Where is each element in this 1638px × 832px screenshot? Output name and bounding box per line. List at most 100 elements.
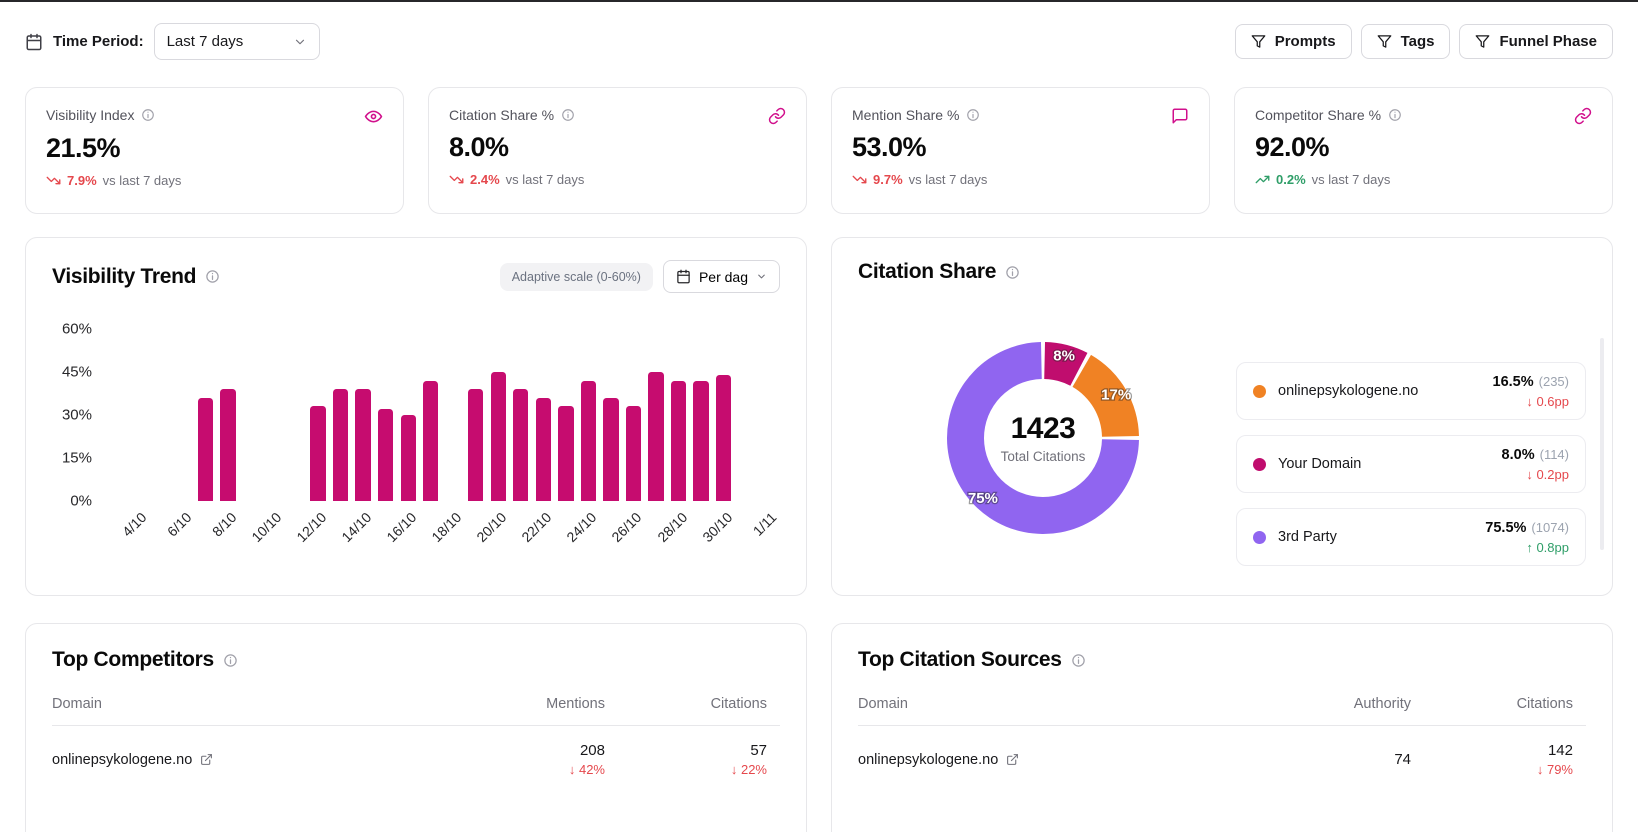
info-icon[interactable] [966,108,980,122]
bar-slot [465,329,488,501]
bar[interactable] [310,406,326,501]
kpi-card-mention-share: Mention Share % 53.0% 9.7% vs last 7 day… [831,87,1210,214]
bar-slot [690,329,713,501]
donut-slice-17%[interactable] [1072,354,1139,437]
bar[interactable] [670,380,687,501]
bar-slot [712,329,735,501]
kpi-delta-value: 2.4% [470,172,500,187]
bar-slot [284,329,307,501]
legend-count: (235) [1538,374,1569,389]
bar[interactable] [558,406,574,501]
info-icon[interactable] [1071,653,1086,668]
tags-filter-label: Tags [1400,33,1435,50]
trend-down-icon [449,172,464,187]
bar-slot [352,329,375,501]
bar[interactable] [580,380,597,501]
info-icon[interactable] [205,269,220,284]
bar[interactable] [468,389,484,501]
bar[interactable] [377,409,394,501]
x-label-slot: 26/10 [609,501,645,559]
legend-scrollbar[interactable] [1600,338,1604,550]
citation-share-legend: onlinepsykologene.no 16.5% (235) ↓ 0.6pp … [1236,362,1586,566]
x-label-slot: 24/10 [564,501,600,559]
adaptive-scale-badge: Adaptive scale (0-60%) [499,262,653,291]
info-icon[interactable] [141,108,155,122]
bar-slot [262,329,285,501]
donut-svg: 8% 17% 75% [947,342,1139,534]
kpi-compare-label: vs last 7 days [102,173,182,188]
donut-slice-75%[interactable] [947,342,1139,534]
calendar-icon [25,33,43,51]
tags-filter-button[interactable]: Tags [1360,24,1451,59]
bar[interactable] [535,397,552,501]
citations-value: 57 [750,742,767,759]
bar-slot [532,329,555,501]
column-header-mentions: Mentions [546,696,605,712]
time-period-label: Time Period: [53,33,144,50]
bar-slot [104,329,127,501]
info-icon[interactable] [223,653,238,668]
toolbar: Time Period: Last 7 days Prompts Tags [25,23,1613,60]
bar[interactable] [332,389,349,501]
info-icon[interactable] [1005,265,1020,280]
legend-name: Your Domain [1278,456,1362,472]
x-label-slot: 10/10 [248,501,284,559]
kpi-card-visibility-index: Visibility Index 21.5% 7.9% vs last 7 da… [25,87,404,214]
bar-slot [127,329,150,501]
bar[interactable] [490,372,506,501]
mentions-value: 208 [579,742,605,759]
info-icon[interactable] [1388,108,1402,122]
y-tick: 30% [61,406,92,424]
kpi-compare-label: vs last 7 days [908,172,988,187]
legend-item-3rd-party[interactable]: 3rd Party 75.5% (1074) ↑ 0.8pp [1236,508,1586,566]
bar[interactable] [423,380,439,501]
bar[interactable] [355,389,371,501]
info-icon[interactable] [561,108,575,122]
interval-select[interactable]: Per dag [662,260,780,293]
legend-change: ↓ 0.2pp [1526,467,1569,482]
donut-slice-label: 17% [1101,387,1131,404]
prompts-filter-button[interactable]: Prompts [1234,24,1352,59]
legend-item-onlinepsykologene[interactable]: onlinepsykologene.no 16.5% (235) ↓ 0.6pp [1236,362,1586,420]
bar-slot [487,329,510,501]
bar-slot [397,329,420,501]
x-label-slot: 14/10 [338,501,374,559]
bar-slot [667,329,690,501]
bar[interactable] [693,380,709,501]
bar[interactable] [197,397,214,501]
donut-slice-label: 75% [968,490,998,507]
bar[interactable] [513,389,529,501]
donut-slice-8%[interactable] [1044,342,1088,386]
bar-slot [329,329,352,501]
bar-plot [104,329,780,501]
bar[interactable] [625,406,642,501]
competitor-domain-link[interactable]: onlinepsykologene.no [52,752,430,768]
trend-down-icon [46,173,61,188]
y-axis: 60% 45% 30% 15% 0% [52,321,104,510]
chevron-down-icon [293,35,307,49]
bar[interactable] [400,415,416,501]
legend-count: (1074) [1531,520,1569,535]
legend-count: (114) [1539,447,1569,462]
funnel-phase-filter-label: Funnel Phase [1499,33,1597,50]
bar[interactable] [220,389,236,501]
x-label-slot: 16/10 [383,501,419,559]
kpi-value: 8.0% [449,132,509,162]
legend-name: onlinepsykologene.no [1278,383,1419,399]
source-domain-link[interactable]: onlinepsykologene.no [858,752,1236,768]
top-competitors-panel: Top Competitors Domain Mentions Citation… [25,623,807,832]
legend-item-your-domain[interactable]: Your Domain 8.0% (114) ↓ 0.2pp [1236,435,1586,493]
kpi-title: Competitor Share % [1255,107,1382,123]
x-label-slot: 4/10 [119,501,150,559]
bar[interactable] [715,374,732,501]
x-label-slot: 18/10 [428,501,464,559]
funnel-phase-filter-button[interactable]: Funnel Phase [1459,24,1613,59]
filter-icon [1377,34,1392,49]
bar-xlabels: 4/10 6/10 8/10 10/10 12/10 14/10 16/10 18/10 20/… [104,501,780,559]
column-header-domain: Domain [52,696,102,712]
trend-up-icon [1255,172,1270,187]
bar[interactable] [648,372,664,501]
time-period-select[interactable]: Last 7 days [153,23,320,60]
bar[interactable] [603,397,619,501]
trend-down-icon [852,172,867,187]
